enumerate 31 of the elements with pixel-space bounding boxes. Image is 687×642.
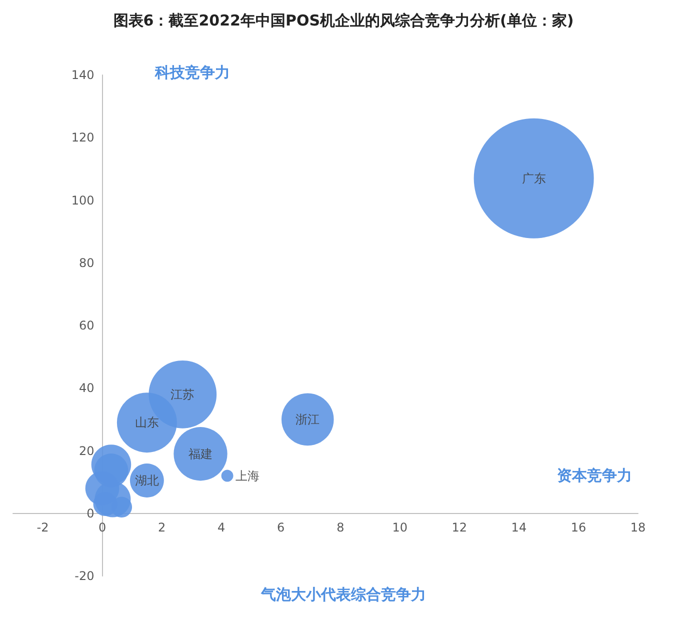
y-tick-label: 40 xyxy=(79,381,94,396)
y-tick-label: 120 xyxy=(71,130,94,145)
series-label: 广东 xyxy=(522,171,546,186)
x-tick-label: 6 xyxy=(277,520,285,534)
y-tick-label: 20 xyxy=(79,444,94,458)
chart-title: 图表6：截至2022年中国POS机企业的风综合竞争力分析(单位：家) xyxy=(113,12,574,30)
series-label: 福建 xyxy=(188,446,212,461)
y-tick-label: 140 xyxy=(71,68,94,82)
series-label: 湖北 xyxy=(134,473,159,488)
y-tick-label: -20 xyxy=(74,569,94,583)
series-label: 山东 xyxy=(134,416,159,430)
x-tick-label: 18 xyxy=(630,520,646,534)
x-tick-label: -2 xyxy=(36,520,49,534)
x-tick-label: 16 xyxy=(570,520,586,534)
x-tick-label: 4 xyxy=(218,520,226,534)
x-tick-label: 0 xyxy=(98,520,106,534)
x-tick-label: 12 xyxy=(452,520,468,534)
x-tick-label: 10 xyxy=(392,520,408,534)
series-label: 浙江 xyxy=(296,412,320,426)
x-tick-label: 2 xyxy=(158,520,166,534)
y-tick-label: 100 xyxy=(71,193,94,208)
series-label: 上海 xyxy=(235,468,260,483)
series-label: 江苏 xyxy=(170,387,195,402)
x-tick-label: 14 xyxy=(511,520,527,534)
x-axis-title: 资本竞争力 xyxy=(557,466,632,484)
y-tick-label: 60 xyxy=(79,318,94,332)
y-axis-title: 科技竞争力 xyxy=(154,64,230,82)
text: 气泡大小代表综合竞争力 xyxy=(260,586,426,604)
y-tick-label: 80 xyxy=(79,256,94,270)
y-tick-label: 0 xyxy=(86,506,94,520)
x-tick-label: 8 xyxy=(336,520,344,534)
